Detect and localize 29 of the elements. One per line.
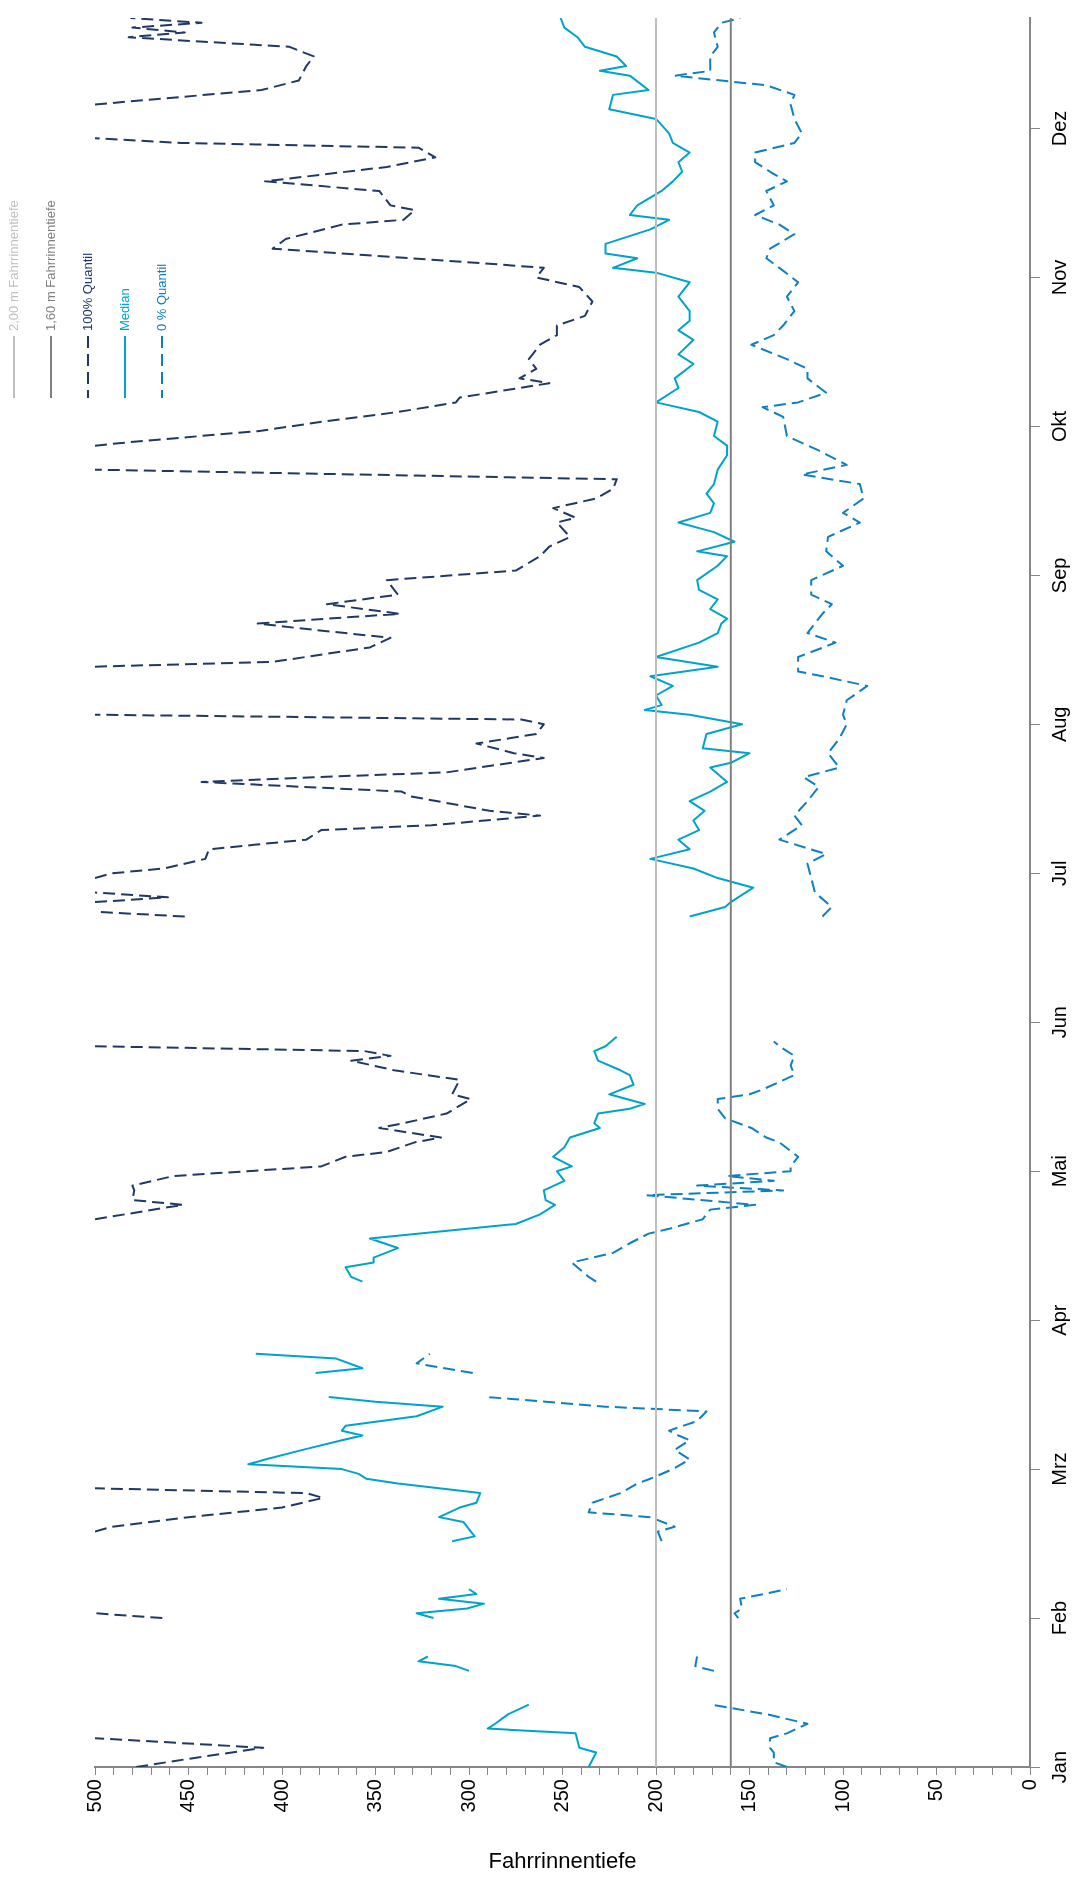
- y-tick-label: Mrz: [1047, 1452, 1070, 1486]
- text: 0 % Quantil: [153, 263, 169, 331]
- x-tick-label: 450: [176, 1779, 199, 1813]
- x-tick-label: 50: [924, 1779, 947, 1802]
- x-tick-label: 500: [82, 1779, 105, 1813]
- x-tick-label: 350: [363, 1779, 386, 1813]
- y-tick-label: Feb: [1047, 1600, 1070, 1636]
- x-tick-label: 150: [737, 1779, 760, 1813]
- y-tick-label: Mai: [1047, 1155, 1070, 1188]
- x-tick-label: 200: [643, 1779, 666, 1813]
- text: Median: [116, 288, 132, 331]
- y-tick-label: Apr: [1047, 1304, 1070, 1336]
- text: 1,60 m Fahrrinnentiefe: [42, 200, 58, 331]
- x-tick-label: 250: [550, 1779, 573, 1813]
- x-tick-label: 0: [1017, 1779, 1040, 1791]
- y-tick-label: Nov: [1047, 259, 1070, 296]
- y-tick-label: Sep: [1047, 557, 1070, 594]
- y-tick-label: Jul: [1047, 860, 1070, 887]
- y-tick-label: Jan: [1047, 1750, 1070, 1784]
- y-tick-label: Jun: [1047, 1006, 1070, 1039]
- y-tick-label: Aug: [1047, 706, 1070, 743]
- text: 2,00 m Fahrrinnentiefe: [5, 200, 21, 331]
- y-tick-label: Dez: [1047, 110, 1070, 147]
- x-tick-label: 100: [830, 1779, 853, 1813]
- text: 100% Quantil: [79, 252, 95, 331]
- y-tick-label: Okt: [1047, 410, 1070, 442]
- x-axis-title: Fahrrinnentiefe: [488, 1847, 637, 1873]
- x-tick-label: 300: [456, 1779, 479, 1813]
- x-tick-label: 400: [269, 1779, 292, 1813]
